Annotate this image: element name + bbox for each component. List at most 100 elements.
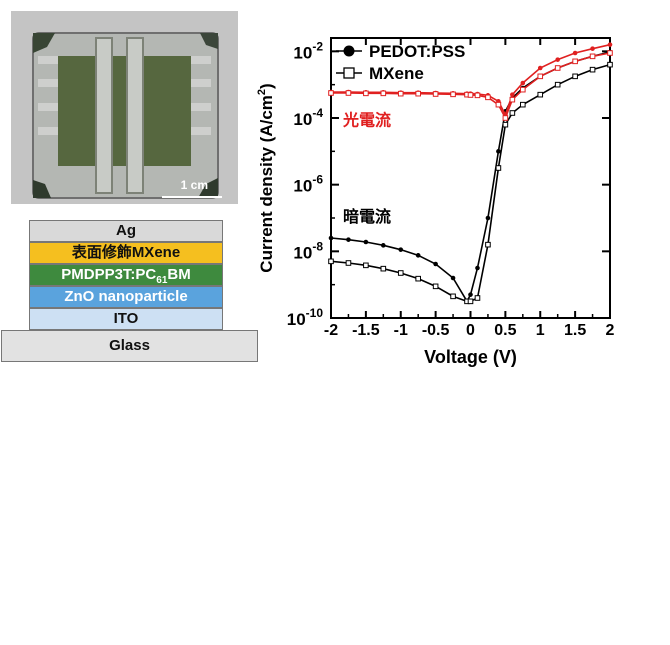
x-tick-label: 0 (466, 322, 475, 339)
legend-label: PEDOT:PSS (369, 42, 465, 61)
layer-ag: Ag (29, 220, 223, 242)
annotation-darkcurrent: 暗電流 (343, 207, 391, 226)
device-photo-graphic (11, 11, 238, 204)
data-point (502, 115, 509, 121)
data-point (380, 90, 387, 97)
data-point (589, 66, 596, 73)
data-point (590, 46, 595, 51)
data-point (554, 81, 561, 88)
data-point (537, 91, 544, 98)
data-point (468, 292, 473, 297)
data-point (509, 96, 516, 103)
y-tick-label: 10-4 (293, 106, 323, 129)
data-point (415, 275, 421, 282)
data-point (380, 265, 387, 272)
data-point (554, 65, 561, 71)
data-point (415, 90, 421, 97)
x-tick-label: -1 (394, 322, 408, 339)
layer-mxene: 表面修飾MXene (29, 242, 223, 264)
data-point (432, 283, 439, 290)
data-point (572, 50, 578, 56)
layer-glass-label: Glass (109, 337, 150, 354)
layer-zno: ZnO nanoparticle (29, 286, 223, 308)
layer-active: PMDPP3T:PC61BM (29, 264, 223, 286)
data-point (520, 101, 526, 108)
data-point (572, 73, 578, 80)
x-tick-label: 1.5 (564, 322, 586, 339)
layer-mxene-label: 表面修飾MXene (71, 244, 181, 261)
data-point (450, 91, 456, 98)
legend-marker (343, 67, 355, 79)
data-point (572, 58, 578, 65)
scale-label: 1 cm (180, 178, 208, 192)
data-point (485, 241, 491, 248)
data-point (363, 239, 369, 245)
layer-active-sub: 61 (156, 275, 168, 286)
layer-active-tail: BM (167, 266, 191, 283)
data-point (433, 261, 438, 267)
annotation-photocurrent: 光電流 (342, 110, 391, 129)
data-point (510, 92, 515, 97)
data-point (475, 265, 480, 271)
data-point (363, 90, 369, 97)
data-point (537, 65, 543, 71)
legend-label: MXene (369, 64, 424, 83)
data-point (346, 237, 351, 242)
data-point (328, 235, 334, 241)
scale-bar (162, 196, 222, 198)
data-point (328, 90, 334, 96)
data-point (345, 90, 352, 96)
jv-chart: -2 -1.5 -1 -0.5 0 0.5 1 1.5 2 10-2 10-4 10-6 10-8 10-… (256, 37, 615, 367)
data-point (607, 42, 613, 47)
y-tick-label: 10-8 (293, 239, 323, 262)
x-tick-label: 1 (536, 322, 545, 339)
data-point (607, 61, 613, 68)
y-tick-label: 10-2 (293, 39, 323, 62)
data-point (474, 92, 481, 99)
data-point (363, 262, 369, 269)
legend-marker (343, 45, 355, 57)
x-tick-label: -0.5 (422, 322, 450, 339)
data-point (432, 91, 439, 97)
x-tick-label: -2 (324, 322, 338, 339)
layer-active-label: PMDPP3T:PC (61, 266, 157, 283)
layer-ito-label: ITO (113, 310, 139, 327)
y-axis-label: Current density (A/cm2) (256, 83, 276, 272)
data-point (496, 149, 501, 154)
y-tick-label: 10-6 (293, 173, 323, 196)
data-point (328, 258, 334, 265)
data-point (607, 50, 613, 56)
data-point (495, 101, 502, 108)
data-point (467, 298, 474, 305)
data-point (520, 86, 526, 93)
layer-glass: Glass (1, 330, 258, 362)
data-point (537, 73, 544, 80)
layer-ag-label: Ag (116, 222, 136, 239)
data-point (345, 260, 352, 266)
data-point (450, 275, 456, 281)
data-point (415, 253, 421, 258)
data-point (509, 110, 516, 116)
data-point (398, 247, 404, 252)
data-point (520, 80, 526, 86)
x-axis-label: Voltage (V) (424, 347, 517, 367)
data-point (495, 165, 502, 171)
data-point (589, 53, 596, 60)
data-point (485, 94, 491, 101)
series-line-dark-mxene (330, 63, 611, 303)
data-point (467, 92, 474, 98)
data-point (502, 121, 509, 128)
data-point (485, 215, 491, 221)
data-point (450, 293, 456, 300)
x-tick-label: 2 (606, 322, 615, 339)
layer-zno-label: ZnO nanoparticle (64, 288, 188, 305)
data-point (555, 57, 560, 62)
x-tick-label: -1.5 (352, 322, 380, 339)
data-point (381, 243, 386, 248)
x-tick-label: 0.5 (494, 322, 516, 339)
data-point (474, 295, 481, 301)
series-line-dark-pedot-pss (330, 51, 611, 303)
y-tick-label: 10-10 (287, 306, 324, 329)
layer-ito: ITO (29, 308, 223, 330)
data-point (397, 270, 404, 276)
